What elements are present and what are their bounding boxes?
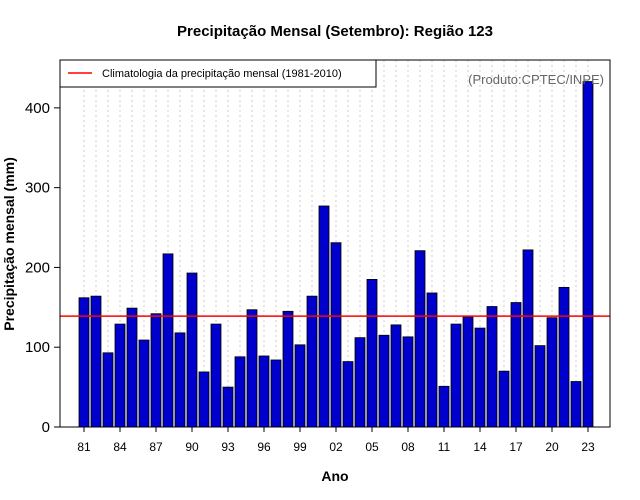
bar-2003 <box>342 361 354 428</box>
x-tick-label: 87 <box>149 440 163 454</box>
bar-1994 <box>234 356 246 428</box>
bar-1988 <box>162 253 174 428</box>
x-tick-label: 17 <box>509 440 523 454</box>
bar-2006 <box>378 334 390 428</box>
bar-2004 <box>354 337 366 428</box>
bar-2021 <box>558 286 570 428</box>
bar-1999 <box>294 344 306 428</box>
bar-1997 <box>270 359 282 428</box>
bar-1983 <box>102 352 114 428</box>
bar-2009 <box>414 250 426 428</box>
x-tick-label: 81 <box>77 440 91 454</box>
bar-1993 <box>222 386 234 428</box>
bar-1987 <box>150 313 162 428</box>
y-tick-label: 0 <box>42 419 50 436</box>
bar-1981 <box>78 297 90 428</box>
source-annotation: (Produto:CPTEC/INPE) <box>468 72 604 87</box>
x-tick-label: 11 <box>438 440 451 454</box>
x-tick-label: 02 <box>329 440 343 454</box>
bar-2008 <box>402 336 414 428</box>
bar-2005 <box>366 279 378 428</box>
x-tick-label: 08 <box>401 440 415 454</box>
x-axis-label: Ano <box>321 468 348 484</box>
bar-2018 <box>522 249 534 428</box>
legend-box <box>59 59 377 88</box>
legend: Climatologia da precipitação mensal (198… <box>59 59 377 88</box>
x-tick-label: 99 <box>293 440 307 454</box>
y-axis-label: Precipitação mensal (mm) <box>1 157 17 331</box>
y-tick-label: 400 <box>25 100 50 117</box>
x-tick-label: 14 <box>473 440 487 454</box>
bar-2022 <box>570 381 582 428</box>
x-tick-label: 20 <box>545 440 559 454</box>
bar-1985 <box>126 307 138 428</box>
x-axis: 81 84 87 90 93 96 99 02 05 08 11 14 17 20 23 <box>77 427 595 454</box>
bar-2017 <box>510 302 522 428</box>
x-tick-label: 93 <box>221 440 235 454</box>
bar-2019 <box>534 345 546 428</box>
legend-label: Climatologia da precipitação mensal (198… <box>102 68 342 80</box>
y-tick-label: 100 <box>25 339 50 356</box>
bar-1984 <box>114 323 126 428</box>
bar-2020 <box>546 317 558 428</box>
bar-2014 <box>474 327 486 428</box>
bar-1995 <box>246 309 258 428</box>
bar-2007 <box>390 324 402 428</box>
bar-1991 <box>198 371 210 428</box>
bar-2011 <box>438 385 450 428</box>
bars <box>78 81 594 428</box>
x-tick-label: 96 <box>257 440 271 454</box>
y-tick-label: 300 <box>25 180 50 197</box>
bar-1986 <box>138 339 150 428</box>
bar-2013 <box>462 316 474 428</box>
y-tick-label: 200 <box>25 259 50 276</box>
chart-title: Precipitação Mensal (Setembro): Região 1… <box>177 23 493 40</box>
bar-1990 <box>186 272 198 428</box>
bar-1989 <box>174 332 186 428</box>
bar-2016 <box>498 370 510 428</box>
x-tick-label: 90 <box>185 440 199 454</box>
y-axis: 0 100 200 300 400 <box>25 100 60 436</box>
bar-1992 <box>210 323 222 428</box>
bar-1998 <box>282 310 294 428</box>
x-tick-label: 05 <box>365 440 379 454</box>
bar-2012 <box>450 323 462 428</box>
bar-2002 <box>330 242 342 428</box>
x-tick-label: 84 <box>113 440 127 454</box>
x-tick-label: 23 <box>581 440 595 454</box>
bar-2010 <box>426 292 438 428</box>
bar-2023 <box>582 81 594 428</box>
bar-1996 <box>258 355 270 428</box>
bar-2015 <box>486 306 498 428</box>
